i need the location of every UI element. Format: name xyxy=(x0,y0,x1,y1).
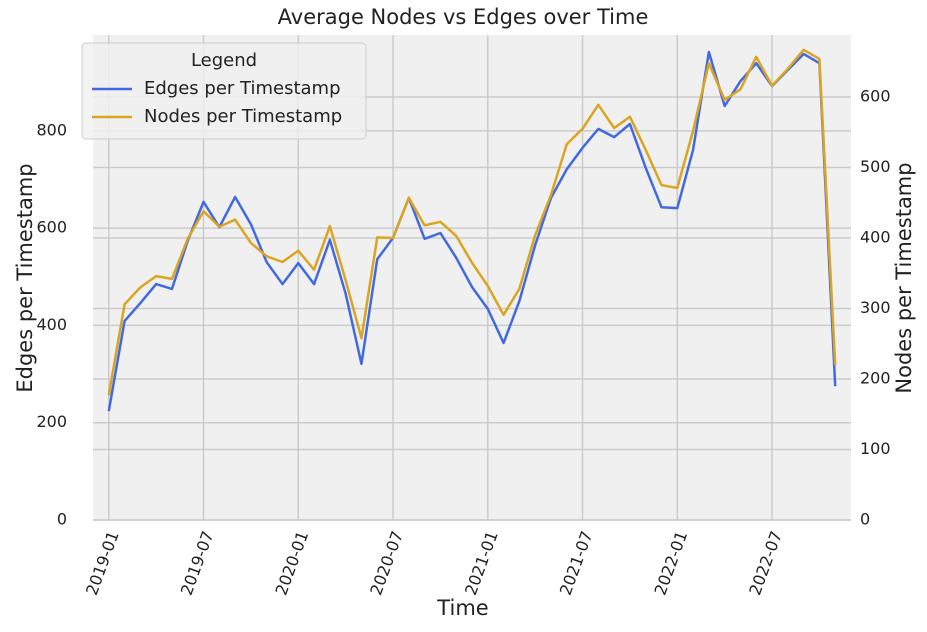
y-tick-label: 800 xyxy=(36,120,67,139)
chart-title: Average Nodes vs Edges over Time xyxy=(278,5,649,29)
y2-tick-label: 100 xyxy=(860,439,891,458)
legend-title: Legend xyxy=(191,50,257,71)
y-tick-label: 200 xyxy=(36,412,67,431)
y-tick-label: 600 xyxy=(36,218,67,237)
y2-tick-label: 400 xyxy=(860,228,891,247)
y2-tick-label: 200 xyxy=(860,369,891,388)
y-tick-label: 0 xyxy=(57,510,67,529)
y2-tick-label: 500 xyxy=(860,157,891,176)
legend-label: Edges per Timestamp xyxy=(144,78,341,99)
y-axis-label: Edges per Timestamp xyxy=(13,163,37,392)
y2-tick-label: 300 xyxy=(860,298,891,317)
y2-tick-label: 600 xyxy=(860,87,891,106)
series-line xyxy=(107,48,837,396)
legend-box xyxy=(81,42,367,140)
x-axis-label: Time xyxy=(436,596,488,620)
y-tick-label: 400 xyxy=(36,315,67,334)
y2-tick-label: 0 xyxy=(860,510,870,529)
series-line xyxy=(107,50,837,412)
legend-label: Nodes per Timestamp xyxy=(144,106,342,127)
y2-axis-label: Nodes per Timestamp xyxy=(892,162,916,393)
